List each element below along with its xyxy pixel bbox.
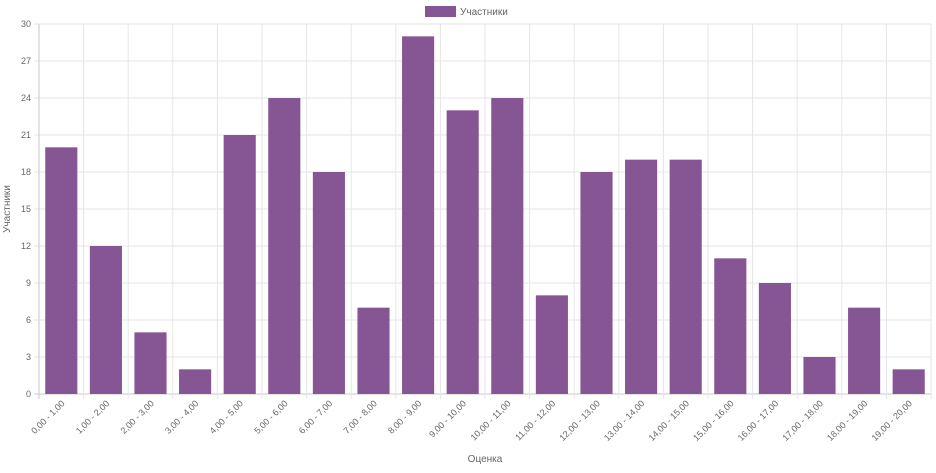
- x-tick-label: 7,00 - 8,00: [341, 398, 378, 435]
- bar-series: [45, 36, 925, 394]
- x-tick-label: 5,00 - 6,00: [252, 398, 289, 435]
- x-axis-ticks: 0,00 - 1,00 1,00 - 2,00 2,00 - 3,00 3,00 - …: [29, 398, 914, 443]
- x-tick-label: 15,00 - 16,00: [691, 398, 736, 443]
- x-tick-label: 18,00 - 19,00: [825, 398, 870, 443]
- y-tick-label: 30: [21, 19, 31, 29]
- y-tick-label: 15: [21, 204, 31, 214]
- x-tick-label: 2,00 - 3,00: [118, 398, 155, 435]
- x-tick-label: 17,00 - 18,00: [780, 398, 825, 443]
- bar[interactable]: [268, 98, 301, 394]
- legend-swatch[interactable]: [425, 6, 456, 17]
- x-tick-label: 4,00 - 5,00: [208, 398, 245, 435]
- x-tick-label: 9,00 - 10,00: [427, 398, 468, 439]
- bar[interactable]: [179, 369, 212, 394]
- bar[interactable]: [580, 172, 613, 394]
- bar[interactable]: [892, 369, 925, 394]
- bar[interactable]: [848, 307, 881, 394]
- y-tick-label: 9: [26, 278, 31, 288]
- bar[interactable]: [134, 332, 167, 394]
- y-axis-ticks: 0 3 6 9 12 15 18 21 24 27 30: [21, 19, 31, 399]
- x-tick-label: 11,00 - 12,00: [513, 398, 557, 442]
- bar[interactable]: [223, 135, 256, 394]
- x-tick-label: 10,00 - 11,00: [469, 398, 513, 442]
- bar[interactable]: [402, 36, 435, 394]
- y-tick-label: 6: [26, 315, 31, 325]
- x-tick-label: 12,00 - 13,00: [557, 398, 602, 443]
- x-tick-label: 1,00 - 2,00: [74, 398, 111, 435]
- x-tick-label: 3,00 - 4,00: [163, 398, 200, 435]
- x-tick-label: 8,00 - 9,00: [386, 398, 423, 435]
- bar[interactable]: [491, 98, 524, 394]
- y-tick-label: 24: [21, 93, 31, 103]
- x-tick-label: 19,00 - 20,00: [870, 398, 915, 443]
- x-tick-label: 14,00 - 15,00: [647, 398, 692, 443]
- legend-label[interactable]: Участники: [460, 7, 508, 18]
- y-tick-label: 3: [26, 352, 31, 362]
- y-tick-label: 0: [26, 389, 31, 399]
- y-tick-label: 21: [21, 130, 31, 140]
- bar[interactable]: [89, 246, 122, 394]
- bar[interactable]: [312, 172, 345, 394]
- bar[interactable]: [535, 295, 568, 394]
- bar[interactable]: [714, 258, 747, 394]
- y-tick-label: 12: [21, 241, 31, 251]
- bar[interactable]: [669, 159, 702, 394]
- x-tick-label: 16,00 - 17,00: [736, 398, 781, 443]
- x-axis-title: Оценка: [468, 454, 503, 465]
- x-tick-label: 6,00 - 7,00: [297, 398, 334, 435]
- x-tick-label: 13,00 - 14,00: [602, 398, 647, 443]
- bar[interactable]: [803, 357, 836, 394]
- x-tick-label: 0,00 - 1,00: [29, 398, 66, 435]
- bar[interactable]: [446, 110, 479, 394]
- bar[interactable]: [357, 307, 390, 394]
- bar[interactable]: [758, 283, 791, 394]
- legend[interactable]: Участники: [425, 6, 508, 18]
- bar[interactable]: [625, 159, 658, 394]
- y-tick-label: 18: [21, 167, 31, 177]
- bar[interactable]: [45, 147, 78, 394]
- grid-lines: [34, 23, 932, 399]
- y-tick-label: 27: [21, 56, 31, 66]
- y-axis-title: Участники: [2, 185, 13, 233]
